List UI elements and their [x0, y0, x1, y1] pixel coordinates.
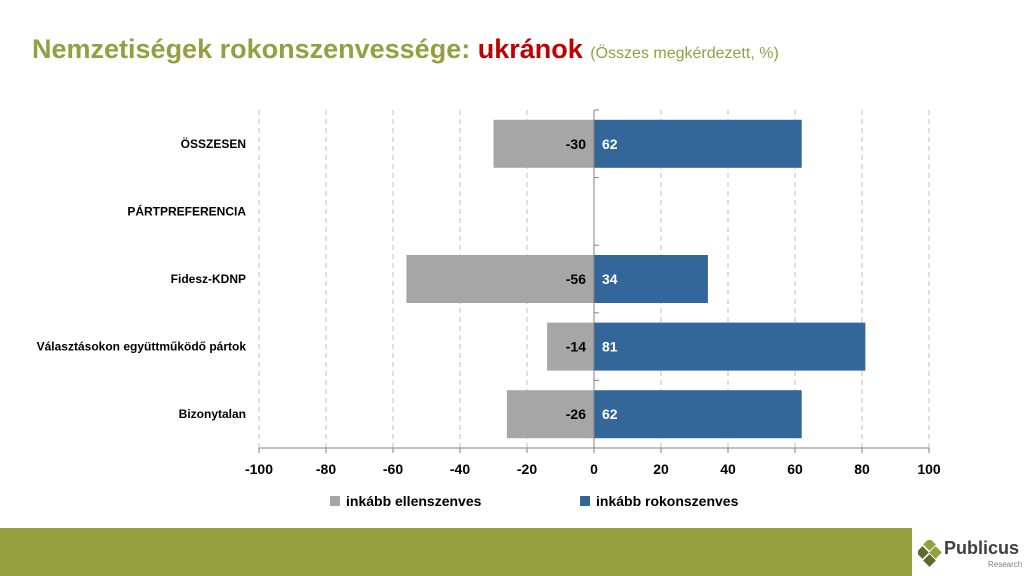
data-label: -30 — [566, 136, 586, 152]
category-label: Bizonytalan — [179, 407, 246, 421]
data-label: 62 — [602, 406, 618, 422]
legend-label: inkább rokonszenves — [596, 493, 739, 509]
page-title: Nemzetiségek rokonszenvessége: ukránok (… — [32, 34, 779, 65]
tick-label: -40 — [450, 461, 470, 477]
category-label: Fidesz-KDNP — [171, 272, 246, 286]
bar — [594, 119, 802, 168]
tick-label: 20 — [653, 461, 669, 477]
data-label: 62 — [602, 136, 618, 152]
title-subtitle: (Összes megkérdezett, %) — [590, 45, 779, 62]
footer-band — [0, 528, 912, 576]
category-label: PÁRTPREFERENCIA — [127, 203, 246, 218]
legend-label: inkább ellenszenves — [346, 493, 482, 509]
bar — [547, 322, 594, 371]
tick-label: -100 — [245, 461, 273, 477]
tick-label: -60 — [383, 461, 403, 477]
tick-label: 100 — [917, 461, 941, 477]
bar-chart: ÖSSZESEN -30 62 PÁRTPREFERENCIA Fidesz-KDNP -… — [37, 109, 941, 509]
data-label: -56 — [566, 271, 586, 287]
tick-label: 40 — [720, 461, 736, 477]
publicus-logo: Publicus Research — [918, 534, 1024, 574]
tick-label: -20 — [517, 461, 537, 477]
category-label: ÖSSZESEN — [181, 136, 246, 151]
title-accent: ukránok — [477, 34, 583, 64]
bar — [594, 255, 708, 303]
bar — [506, 390, 594, 439]
category-label: Választásokon együttműködő pártok — [37, 340, 247, 354]
logo-wordmark: Publicus — [944, 538, 1020, 558]
data-label: -26 — [566, 406, 586, 422]
tick-label: 60 — [787, 461, 803, 477]
bar — [406, 255, 594, 303]
bar — [594, 322, 866, 371]
bar — [594, 390, 802, 439]
legend-swatch — [330, 496, 340, 506]
legend-swatch — [580, 496, 590, 506]
data-label: 81 — [602, 339, 618, 355]
data-label: 34 — [602, 271, 618, 287]
publicus-logo-icon — [918, 540, 942, 567]
tick-label: 80 — [854, 461, 870, 477]
data-label: -14 — [566, 339, 586, 355]
bar — [493, 119, 594, 168]
title-main: Nemzetiségek rokonszenvessége: — [32, 34, 478, 64]
logo-tagline: Research — [988, 560, 1023, 569]
tick-label: 0 — [590, 461, 598, 477]
tick-label: -80 — [316, 461, 336, 477]
